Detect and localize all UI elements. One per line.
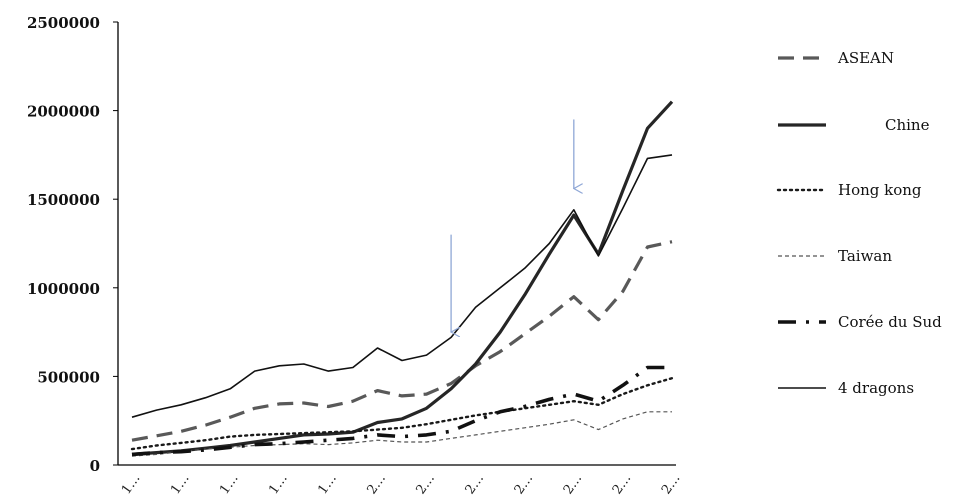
legend-label: Chine — [885, 116, 930, 134]
x-tick-label: 2… — [610, 471, 634, 496]
series-line-4-dragons — [131, 154, 673, 418]
x-tick-label: 2… — [561, 471, 585, 496]
series-layer — [130, 100, 674, 457]
y-tick-label: 500000 — [37, 368, 100, 386]
x-tick-label: 1… — [119, 471, 143, 496]
series-line-asean — [131, 240, 673, 442]
x-tick-label: 1… — [315, 471, 339, 496]
y-tick-label: 2500000 — [27, 14, 100, 32]
legend-entry: 4 dragons — [778, 379, 914, 397]
series-line-hong-kong — [130, 377, 674, 451]
legend-label: Taiwan — [838, 247, 892, 265]
legend-entry: Corée du Sud — [778, 313, 942, 331]
legend-label: ASEAN — [837, 49, 894, 67]
legend-entry: Chine — [778, 116, 930, 134]
x-tick-label: 2… — [463, 471, 487, 496]
series-line-cor-e-du-sud — [131, 365, 672, 457]
y-tick-label: 1500000 — [27, 191, 100, 209]
y-tick-label: 1000000 — [27, 280, 100, 298]
legend-label: 4 dragons — [838, 379, 914, 397]
series-line-chine — [131, 100, 674, 456]
legend: ASEAN Chine Hong kong Taiwan Corée du Sud 4 d… — [776, 49, 942, 397]
annotation-layer — [451, 119, 574, 332]
x-tick-label: 2… — [364, 471, 388, 496]
x-tick-label: 1… — [266, 471, 290, 496]
x-tick-label: 2… — [414, 471, 438, 496]
legend-label: Hong kong — [838, 181, 922, 199]
y-tick-label: 0 — [90, 457, 100, 475]
legend-entry: Taiwan — [778, 247, 892, 265]
legend-entry: Hong kong — [776, 181, 922, 199]
legend-label: Corée du Sud — [838, 313, 942, 331]
y-tick-label: 2000000 — [27, 103, 100, 121]
x-tick-label: 2… — [659, 471, 683, 496]
x-tick-label: 1… — [168, 471, 192, 496]
x-tick-label: 2… — [512, 471, 536, 496]
legend-entry: ASEAN — [778, 49, 894, 67]
x-tick-label: 1… — [217, 471, 241, 496]
